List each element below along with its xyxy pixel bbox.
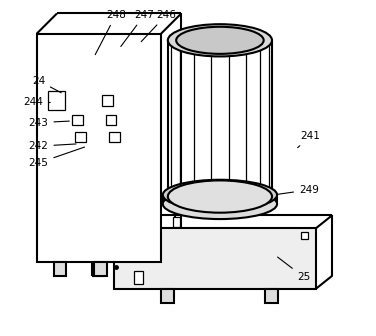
Text: 242: 242 [29, 141, 76, 151]
Text: 245: 245 [29, 147, 85, 168]
Ellipse shape [163, 189, 277, 219]
Ellipse shape [168, 180, 272, 213]
Text: 247: 247 [121, 10, 154, 46]
Bar [72, 115, 83, 125]
Bar [54, 262, 67, 276]
Text: 25: 25 [277, 257, 311, 282]
Bar [134, 271, 143, 284]
Bar [106, 115, 117, 125]
Bar [114, 228, 316, 289]
Text: 249: 249 [276, 185, 319, 195]
Text: 248: 248 [95, 10, 126, 55]
Bar [94, 262, 107, 276]
Ellipse shape [168, 24, 272, 56]
Bar [173, 217, 180, 227]
Bar [48, 91, 65, 110]
Text: 243: 243 [29, 118, 69, 128]
Bar [109, 132, 120, 142]
Ellipse shape [163, 180, 277, 210]
Bar [76, 132, 86, 142]
Text: 24: 24 [32, 76, 61, 93]
Bar [102, 95, 113, 106]
Text: 246: 246 [141, 10, 176, 42]
Text: 241: 241 [297, 131, 321, 148]
Text: 244: 244 [24, 97, 50, 108]
Ellipse shape [176, 27, 264, 54]
Bar [161, 289, 174, 303]
Bar [300, 232, 308, 239]
Bar [37, 34, 161, 262]
Bar [265, 289, 278, 303]
